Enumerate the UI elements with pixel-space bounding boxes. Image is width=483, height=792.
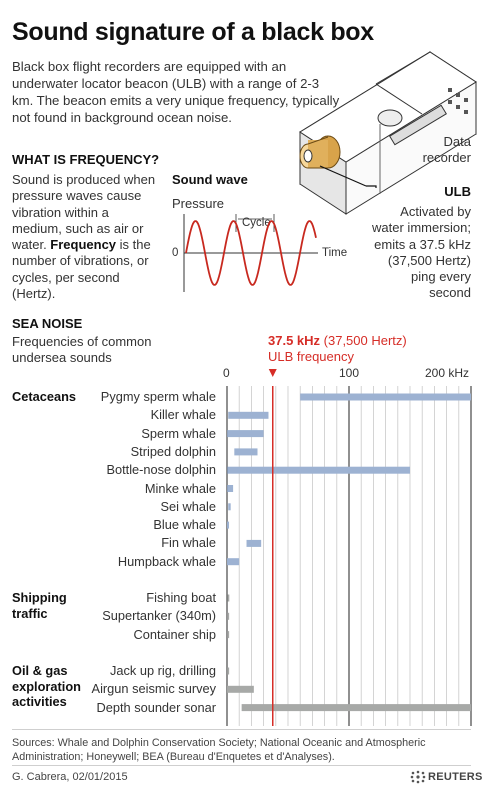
reuters-logo-icon [410,770,426,784]
category-label: Shipping traffic [12,590,67,621]
reuters-wordmark: REUTERS [428,771,483,783]
ulb-frequency-value: 37.5 kHz (37,500 Hertz) [268,333,407,348]
range-bar [227,631,230,639]
x-tick-label: 200 kHz [425,366,470,380]
page-title: Sound signature of a black box [12,18,374,46]
row-label: Minke whale [144,480,216,496]
pressure-label: Pressure [172,196,225,211]
sine-wave [185,220,317,286]
wave-zero-label: 0 [172,247,179,259]
row-label: Jack up rig, drilling [110,663,216,678]
time-label: Time [322,247,348,259]
frequency-heading: WHAT IS FREQUENCY? [12,152,160,167]
category-label: Cetaceans [12,389,77,404]
row-label: Blue whale [153,517,216,533]
intro-text: Black box flight recorders are equipped … [12,59,340,125]
x-tick-label: 100 [339,366,360,380]
ulb-frequency-label: ULB frequency [268,349,354,364]
sound-wave-diagram [183,214,318,292]
footer-divider [12,729,471,730]
range-bar [228,503,231,511]
row-label: Fishing boat [146,590,216,605]
range-bar [246,539,262,547]
row-label: Depth sounder sonar [96,699,216,715]
sea-noise-heading: SEA NOISE [12,316,83,331]
ulb-label: ULB [444,184,471,199]
range-bar [227,430,264,438]
credit-divider [12,765,471,766]
row-label: Killer whale [150,407,216,423]
row-label: Airgun seismic survey [91,681,216,697]
frequency-text: Sound is produced when pressure waves ca… [12,172,156,302]
range-bar [227,558,240,566]
sea-noise-subtitle: Frequencies of common undersea sounds [12,334,152,366]
row-label: Supertanker (340m) [102,608,216,624]
range-bar [227,485,234,492]
category-label: Oil & gas exploration activities [12,663,81,709]
range-bar [227,521,230,529]
range-bar [228,411,269,419]
range-bar [227,594,230,602]
range-bar [227,685,254,693]
range-bar [300,393,471,401]
frequency-range-chart [226,369,472,726]
data-recorder-label: Data recorder [422,134,471,166]
row-label: Sperm whale [141,425,216,441]
row-label: Container ship [133,626,216,642]
range-bar [241,704,471,712]
range-bar [227,667,230,675]
x-tick-label: 0 [223,366,230,380]
row-label: Striped dolphin [130,443,216,459]
cycle-label: Cycle [242,217,271,229]
row-label: Pygmy sperm whale [100,389,216,404]
sound-wave-title: Sound wave [172,172,248,187]
row-label: Fin whale [161,535,216,551]
credit-text: G. Cabrera, 02/01/2015 [12,771,128,783]
range-bar [227,466,410,474]
range-bar [227,612,230,620]
row-label: Humpback whale [117,553,216,569]
range-bar [234,448,258,456]
sources-note: Sources: Whale and Dolphin Conservation … [12,737,426,763]
row-label: Sei whale [160,498,217,514]
row-label: Bottle-nose dolphin [106,462,216,478]
ulb-marker-triangle [268,369,277,377]
black-box-illustration [299,51,477,215]
ulb-description: Activated by water immersion; emits a 37… [372,204,471,301]
